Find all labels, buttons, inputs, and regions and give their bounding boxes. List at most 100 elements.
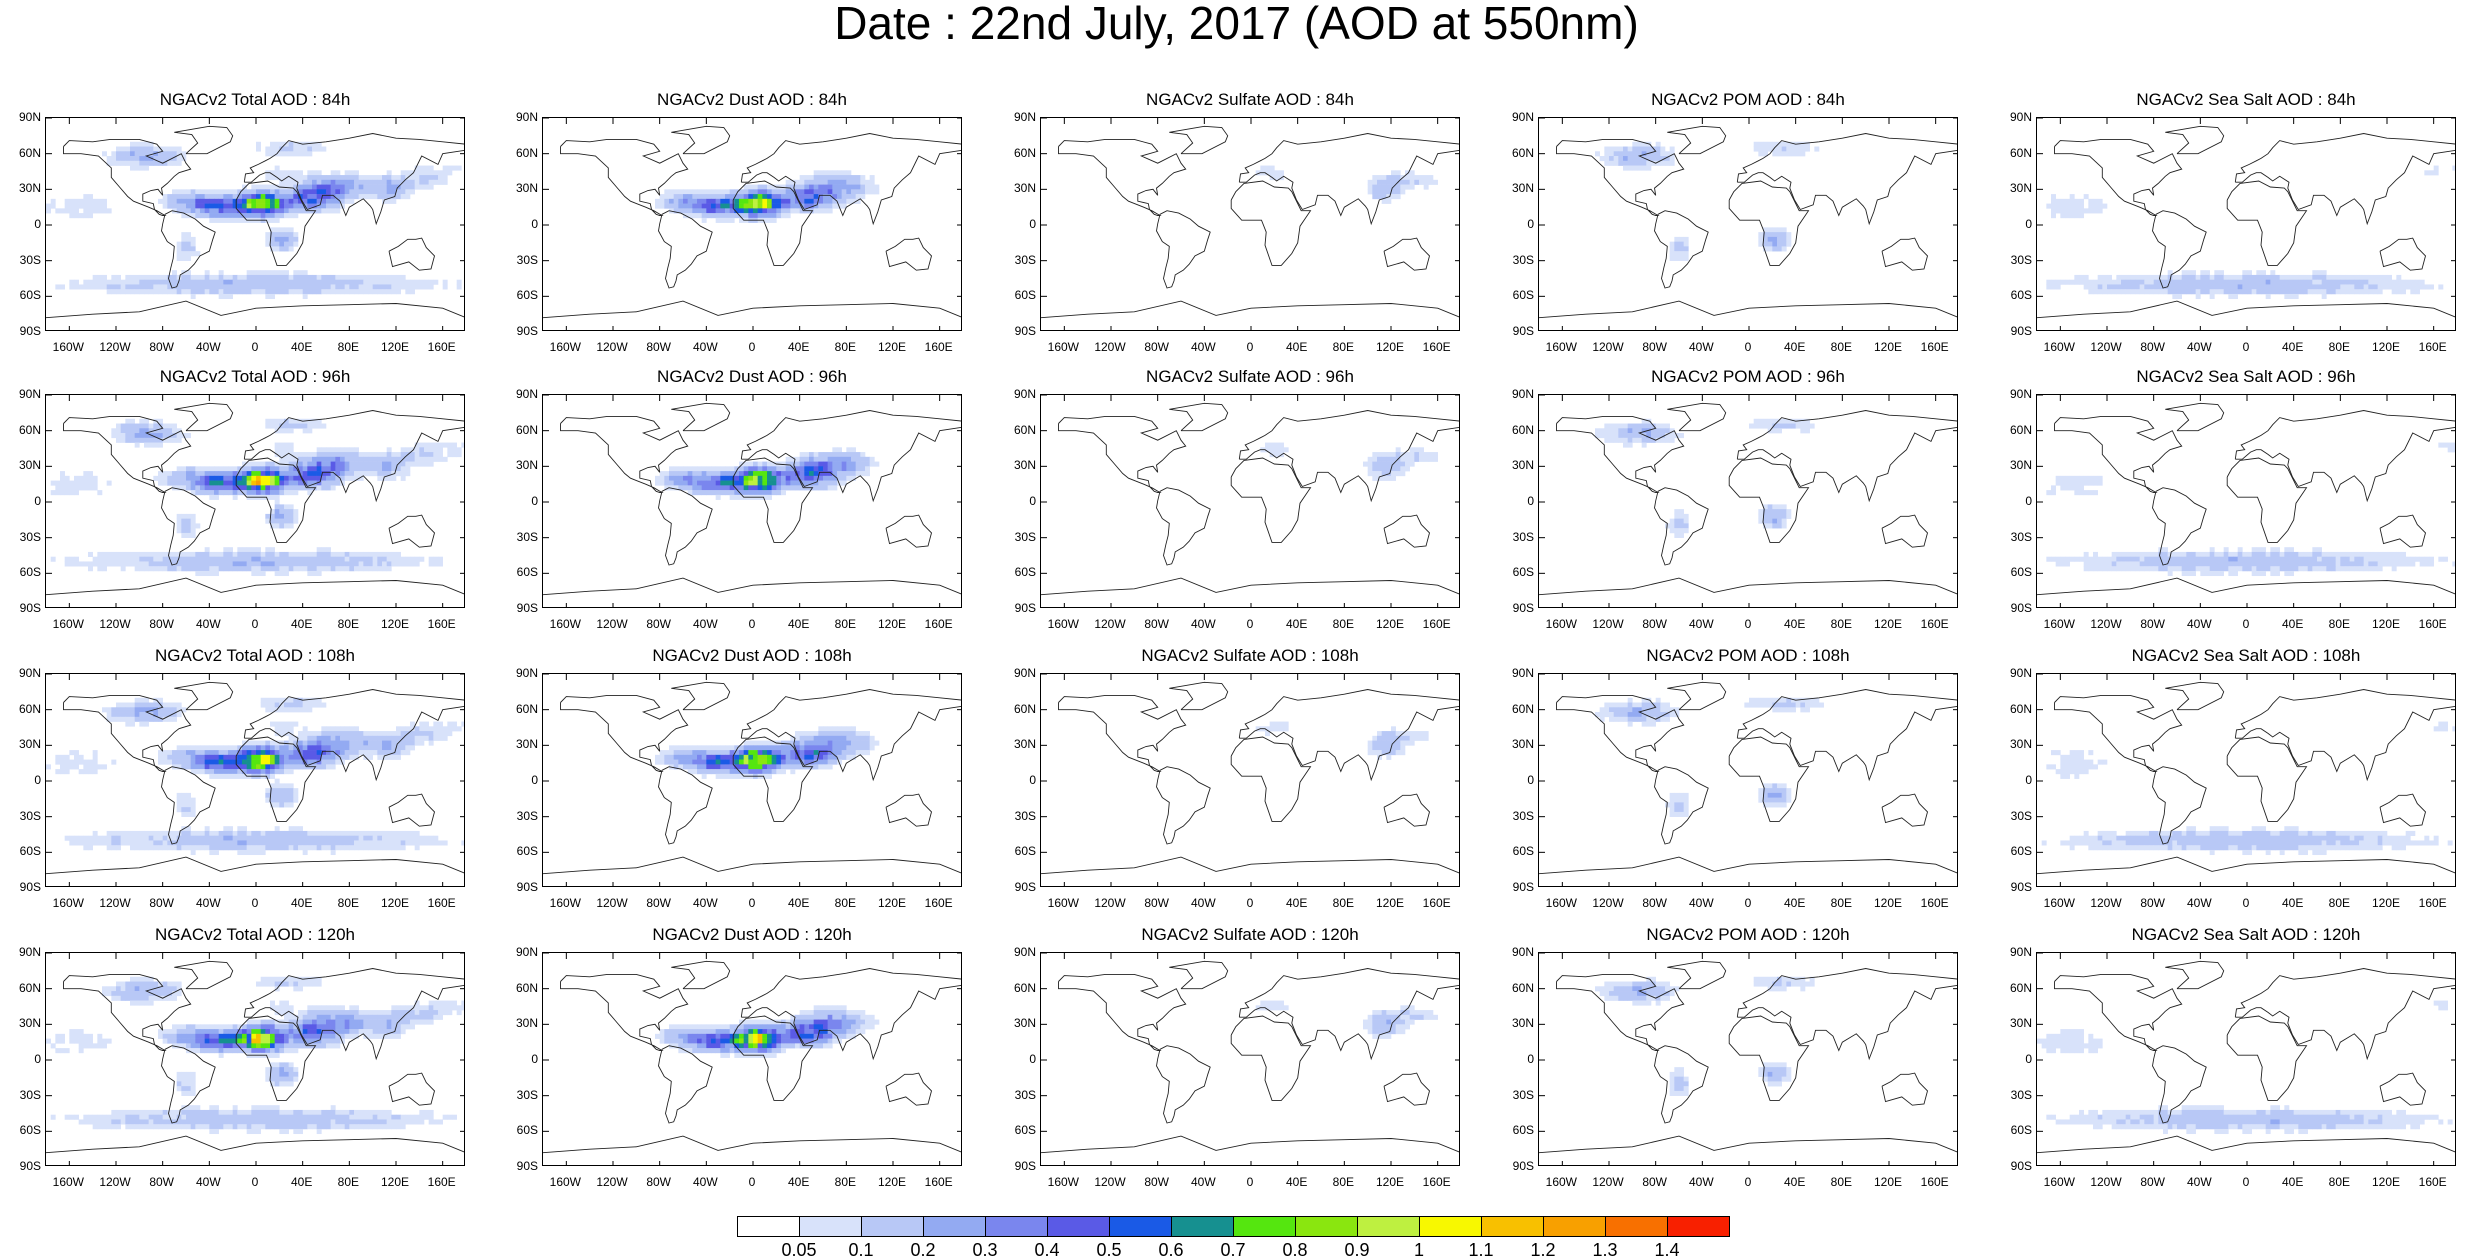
aod-cell (265, 232, 271, 238)
aod-cell (1386, 452, 1392, 458)
aod-cell (218, 759, 224, 765)
aod-cell (442, 165, 448, 171)
aod-cell (2069, 279, 2075, 285)
aod-cell (2368, 551, 2374, 557)
aod-cell (2139, 561, 2145, 567)
aod-cell (823, 471, 828, 477)
aod-cell (358, 184, 364, 190)
aod-cell (134, 146, 140, 152)
aod-cell (158, 754, 163, 760)
aod-cell (715, 198, 721, 204)
aod-cell (288, 513, 294, 519)
aod-cell (214, 494, 219, 500)
aod-cell (349, 551, 355, 557)
aod-cell (669, 189, 674, 195)
aod-cell (2382, 561, 2388, 567)
aod-cell (1419, 179, 1424, 185)
aod-cell (111, 707, 117, 713)
aod-cell (795, 179, 800, 185)
lon-label: 80W (1642, 617, 1667, 631)
aod-cell (265, 740, 271, 746)
aod-cell (1679, 513, 1684, 519)
aod-cell (195, 490, 201, 496)
aod-cell (162, 146, 168, 152)
aod-cell (186, 475, 191, 481)
aod-cell (218, 566, 224, 572)
aod-cell (2275, 570, 2280, 577)
aod-cell (330, 754, 336, 760)
aod-cell (111, 835, 117, 841)
aod-cell (1414, 179, 1420, 185)
aod-cell (181, 236, 187, 242)
aod-cell (195, 194, 201, 200)
aod-cell (242, 274, 247, 280)
aod-cell (2261, 284, 2266, 290)
aod-cell (1274, 175, 1280, 181)
aod-cell (298, 151, 303, 157)
aod-cell (2144, 284, 2150, 290)
aod-cell (162, 203, 168, 209)
aod-cell (2121, 561, 2126, 567)
aod-cell (102, 764, 107, 770)
aod-cell (69, 203, 75, 209)
aod-cell (743, 189, 749, 195)
aod-cell (190, 551, 196, 557)
coastline (1238, 133, 1459, 226)
aod-cell (330, 726, 336, 732)
lon-label: 40W (692, 617, 718, 631)
aod-cell (1627, 437, 1633, 443)
aod-cell (400, 466, 406, 472)
aod-cell (256, 141, 261, 147)
aod-cell (1646, 433, 1652, 439)
aod-cell (2247, 551, 2252, 557)
aod-cell (1419, 447, 1424, 453)
aod-cell (2396, 551, 2402, 557)
aod-cell (293, 452, 299, 458)
aod-cell (97, 490, 103, 496)
aod-cell (2051, 194, 2056, 200)
aod-cell (372, 731, 378, 737)
aod-cell (2377, 274, 2383, 280)
coastline (46, 577, 464, 596)
aod-cell (832, 184, 838, 190)
aod-cell (162, 566, 168, 572)
lon-label: 40E (2281, 617, 2304, 631)
aod-cell (447, 165, 453, 171)
aod-cell (153, 289, 159, 295)
aod-cell (1763, 141, 1768, 147)
aod-cell (120, 551, 126, 557)
aod-cell (1651, 433, 1656, 439)
aod-cell (363, 566, 369, 572)
aod-cell (2065, 480, 2070, 486)
aod-cell (111, 716, 117, 722)
aod-cell (190, 189, 196, 195)
aod-cell (176, 485, 182, 491)
aod-cell (246, 745, 252, 751)
aod-cell (134, 284, 140, 290)
aod-cell (414, 452, 420, 458)
lon-label: 80E (834, 340, 856, 354)
aod-cell (186, 198, 191, 204)
aod-cell (158, 561, 163, 567)
aod-cell (270, 217, 275, 223)
aod-cell (256, 745, 261, 751)
aod-cell (386, 184, 392, 190)
aod-cell (1613, 423, 1619, 429)
aod-cell (1632, 423, 1638, 429)
aod-cell (1669, 518, 1675, 524)
aod-cell (167, 151, 173, 157)
aod-cell (312, 203, 317, 209)
aod-cell (265, 461, 271, 467)
aod-cell (270, 556, 275, 562)
aod-cell (340, 740, 345, 746)
aod-cell (265, 566, 271, 572)
aod-cell (102, 707, 107, 713)
aod-cell (214, 830, 219, 836)
aod-cell (228, 551, 233, 557)
aod-cell (734, 189, 740, 195)
aod-cell (172, 160, 177, 166)
aod-cell (2223, 566, 2229, 572)
aod-cell (204, 745, 210, 751)
aod-cell (321, 830, 327, 836)
aod-cell (2373, 551, 2378, 557)
